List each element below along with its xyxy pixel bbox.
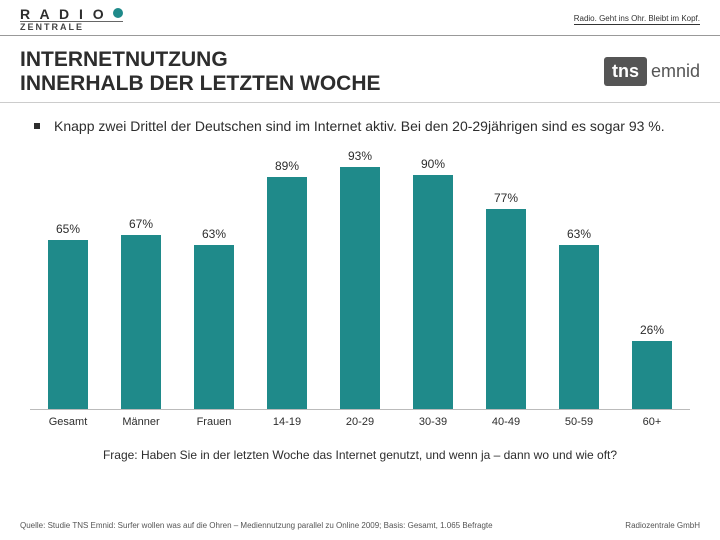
bar: 63% [194, 245, 234, 409]
question-text: Frage: Haben Sie in der letzten Woche da… [0, 448, 720, 462]
tns-box: tns [604, 57, 647, 86]
bar: 65% [48, 240, 88, 409]
radiozentrale-logo: R A D I O ZENTRALE [20, 8, 123, 31]
header: R A D I O ZENTRALE Radio. Geht ins Ohr. … [0, 0, 720, 36]
x-axis-label: 20-29 [330, 416, 390, 428]
logo-main: R A D I O [20, 8, 107, 21]
bar: 26% [632, 341, 672, 409]
x-axis-label: 60+ [622, 416, 682, 428]
bar: 77% [486, 209, 526, 409]
logo-dot-icon [113, 8, 123, 18]
x-axis-label: 50-59 [549, 416, 609, 428]
bar-value-label: 77% [486, 191, 526, 205]
bar-value-label: 63% [559, 227, 599, 241]
x-axis-label: 30-39 [403, 416, 463, 428]
page-title: INTERNETNUTZUNG INNERHALB DER LETZTEN WO… [20, 48, 381, 96]
x-axis-label: Männer [111, 416, 171, 428]
bar: 90% [413, 175, 453, 409]
bullet-icon [34, 123, 40, 129]
title-row: INTERNETNUTZUNG INNERHALB DER LETZTEN WO… [0, 36, 720, 103]
bar: 67% [121, 235, 161, 409]
slogan: Radio. Geht ins Ohr. Bleibt im Kopf. [574, 14, 700, 25]
bar-value-label: 90% [413, 157, 453, 171]
source-text: Quelle: Studie TNS Emnid: Surfer wollen … [20, 521, 493, 530]
publisher-text: Radiozentrale GmbH [625, 521, 700, 530]
x-axis-label: Gesamt [38, 416, 98, 428]
bar: 93% [340, 167, 380, 409]
tns-text: emnid [651, 61, 700, 82]
logo-sub: ZENTRALE [20, 21, 123, 31]
title-line1: INTERNETNUTZUNG [20, 48, 381, 72]
bullet-text: Knapp zwei Drittel der Deutschen sind im… [54, 117, 665, 136]
bar-value-label: 65% [48, 222, 88, 236]
bar-value-label: 26% [632, 323, 672, 337]
bar-value-label: 63% [194, 227, 234, 241]
bar: 63% [559, 245, 599, 409]
bar-value-label: 93% [340, 149, 380, 163]
bar-value-label: 89% [267, 159, 307, 173]
title-line2: INNERHALB DER LETZTEN WOCHE [20, 72, 381, 96]
bar: 89% [267, 177, 307, 408]
x-axis-label: 40-49 [476, 416, 536, 428]
bar-chart: 65% 67% 63% 89% 93% 90% 77% 63% 26% [30, 150, 690, 410]
bar-value-label: 67% [121, 217, 161, 231]
x-axis-label: Frauen [184, 416, 244, 428]
x-axis: Gesamt Männer Frauen 14-19 20-29 30-39 40-49 50… [30, 416, 690, 434]
footer: Quelle: Studie TNS Emnid: Surfer wollen … [0, 521, 720, 530]
tns-emnid-logo: tns emnid [604, 57, 700, 86]
bullet-row: Knapp zwei Drittel der Deutschen sind im… [0, 103, 720, 146]
x-axis-label: 14-19 [257, 416, 317, 428]
